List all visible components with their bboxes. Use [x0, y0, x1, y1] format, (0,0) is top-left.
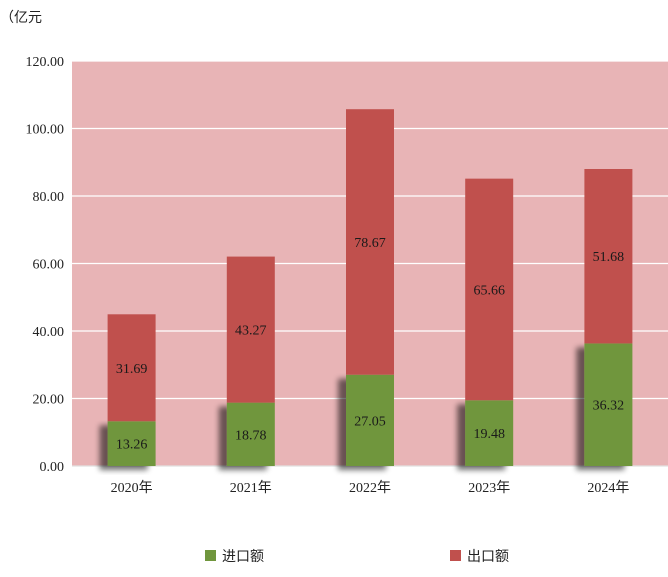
export-value-label-1: 31.69 [116, 362, 148, 377]
export-bar-4 [465, 178, 514, 401]
import-value-label-3: 27.05 [354, 414, 386, 429]
import-value-label-2: 18.78 [235, 428, 267, 443]
y-tick-label: 20.00 [33, 393, 65, 408]
x-tick-label: 2022年 [349, 480, 391, 496]
export-bar-2 [226, 256, 275, 403]
import-bar-3 [346, 374, 394, 466]
legend-label: 出口额 [467, 549, 509, 565]
y-tick-label: 120.00 [26, 55, 65, 70]
x-tick-label: 2024年 [587, 480, 629, 496]
legend-label: 进口额 [222, 549, 264, 565]
x-tick-label: 2021年 [230, 480, 272, 496]
legend-swatch [450, 550, 461, 561]
import-bar-2 [226, 402, 275, 466]
export-value-label-5: 51.68 [593, 250, 625, 265]
y-tick-label: 0.00 [40, 460, 65, 475]
export-value-label-4: 65.66 [473, 283, 505, 298]
bars: 13.26 31.69 18.78 43.27 27.05 78.67 19.48 65.66… [107, 109, 633, 466]
x-tick-label: 2020年 [111, 480, 153, 496]
legend-item-export: 出口额 [450, 549, 509, 565]
import-value-label-5: 36.32 [593, 399, 625, 414]
legend: 进口额 出口额 [205, 549, 509, 565]
import-bar-4 [465, 400, 514, 466]
x-tick-label: 2023年 [468, 480, 510, 496]
y-tick-label: 100.00 [26, 123, 65, 138]
legend-swatch [205, 550, 216, 561]
export-bar-1 [107, 314, 156, 422]
x-axis-ticks: 2020年 2021年 2022年 2023年 2024年 [111, 480, 630, 496]
y-axis-ticks: 0.00 20.00 40.00 60.00 80.00 100.00 120.00 [26, 55, 65, 475]
legend-item-import: 进口额 [205, 549, 264, 565]
export-bar-3 [346, 109, 394, 375]
y-tick-label: 40.00 [33, 325, 65, 340]
y-axis-unit-label: （亿元 [0, 10, 42, 26]
y-tick-label: 80.00 [33, 190, 65, 205]
export-bar-5 [584, 169, 633, 344]
import-bar-1 [107, 421, 156, 466]
export-value-label-2: 43.27 [235, 324, 267, 339]
import-value-label-1: 13.26 [116, 438, 148, 453]
import-value-label-4: 19.48 [473, 427, 505, 442]
export-value-label-3: 78.67 [354, 236, 386, 251]
import-bar-5 [584, 343, 633, 466]
y-tick-label: 60.00 [33, 258, 65, 273]
